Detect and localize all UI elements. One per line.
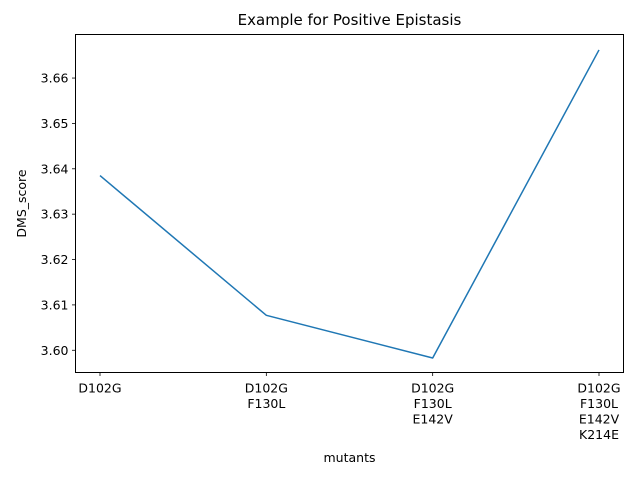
x-axis-label: mutants — [324, 450, 376, 465]
x-tick-label: D102G — [78, 381, 121, 396]
y-tick-label: 3.62 — [41, 252, 69, 267]
y-tick-label: 3.60 — [41, 343, 69, 358]
series-line-0 — [99, 49, 600, 359]
chart-title: Example for Positive Epistasis — [238, 11, 462, 29]
y-tick-label: 3.65 — [41, 116, 69, 131]
x-axis: D102G D102G F130L D102G F130L E142V D102G F130L… — [78, 372, 621, 443]
plot-area — [99, 49, 600, 359]
x-tick-label: D102G F130L E142V K214E — [577, 381, 620, 443]
y-tick-label: 3.63 — [41, 207, 69, 222]
y-tick-label: 3.66 — [41, 71, 69, 86]
y-tick-label: 3.64 — [41, 161, 69, 176]
x-tick-label: D102G F130L E142V — [411, 381, 454, 427]
y-tick-label: 3.61 — [41, 297, 69, 312]
y-axis: 3.60 3.61 3.62 3.63 3.64 3.65 3.66 — [41, 71, 76, 358]
x-tick-label: D102G F130L — [245, 381, 288, 412]
axes-frame — [75, 34, 624, 373]
y-axis-label: DMS_score — [14, 169, 29, 237]
